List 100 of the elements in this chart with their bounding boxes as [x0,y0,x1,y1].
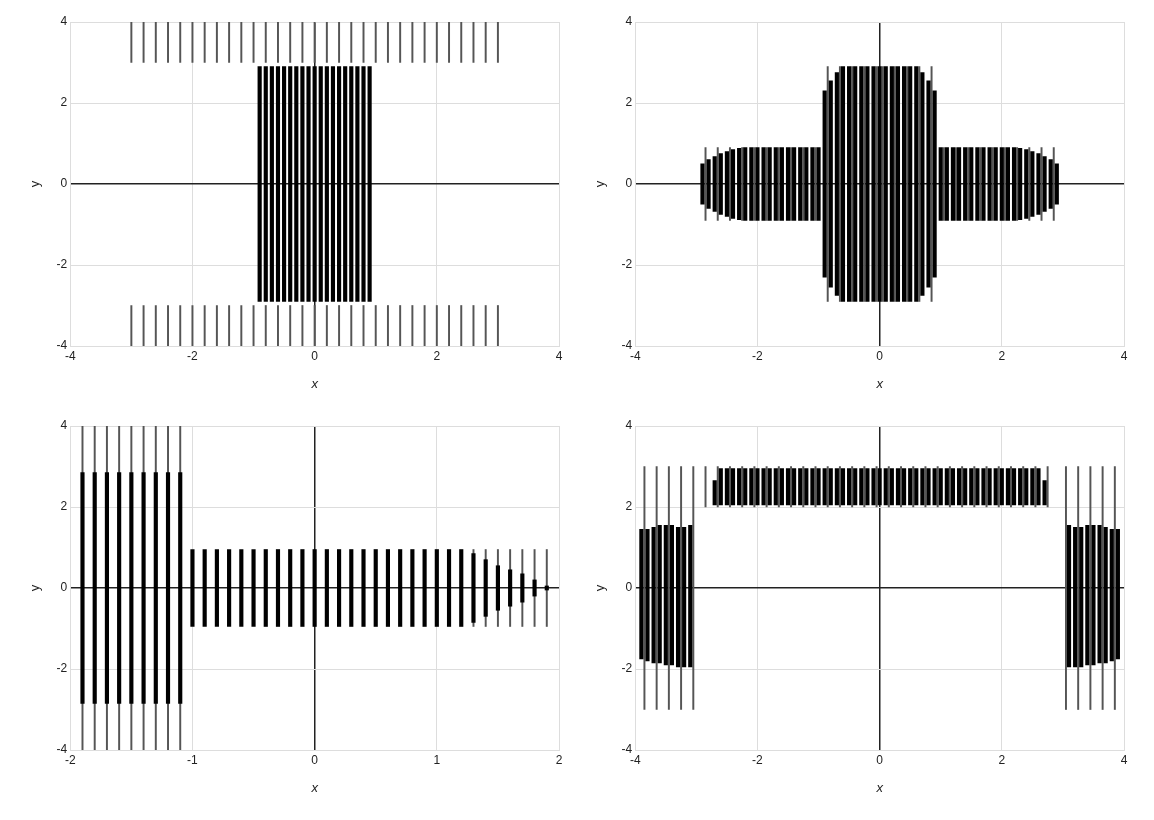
bar [883,66,888,302]
bar [239,549,244,627]
bar [914,468,919,506]
bar [117,472,122,704]
bar [785,468,791,506]
bar [975,468,980,506]
bar [214,549,219,627]
bar [956,468,962,506]
bar [682,526,687,668]
bar [1018,468,1023,506]
y-tick-label: 0 [625,580,633,595]
bar [1036,468,1041,506]
bar [773,468,778,506]
bar [993,147,998,221]
bar [840,66,846,302]
x-tick-label: 4 [1120,348,1128,363]
bar [877,66,882,302]
bar [932,90,937,278]
bar [1018,148,1023,220]
bar [459,549,464,627]
bar [712,156,717,212]
bar [257,66,262,302]
bar [883,468,888,506]
y-tick-label: 0 [625,176,633,191]
x-axis-title: x [310,779,319,795]
bar [853,468,858,506]
y-tick-label: -2 [56,257,68,272]
bar [938,147,943,221]
bar [410,549,415,627]
bar [737,148,742,220]
bar [828,468,833,506]
bar [871,468,876,506]
bar [349,549,354,627]
bar [92,472,97,704]
x-tick-label: 4 [555,348,563,363]
x-tick-label: -2 [752,348,764,363]
bar [1109,528,1114,662]
bar [1085,524,1090,666]
bar [712,480,717,506]
bar [908,468,913,506]
bar [926,80,931,288]
bar [398,549,403,627]
bar [275,549,281,627]
bar [669,524,675,666]
y-tick-label: 4 [60,14,68,29]
x-axis-title: x [875,375,884,391]
bar [532,579,537,597]
bar [355,66,360,302]
bar [718,468,723,506]
bar [1115,528,1120,660]
y-tick-label: 2 [60,499,68,514]
y-axis-title: y [592,180,608,188]
bar [828,80,833,288]
bar [804,147,809,221]
bar [889,66,894,302]
bar [361,549,366,627]
bar [294,66,299,302]
bar [688,524,693,668]
x-tick-label: 0 [876,348,884,363]
bar [779,147,784,221]
bar [950,147,956,221]
bar [804,468,809,506]
bar [834,72,839,296]
bar [993,468,998,506]
x-tick-label: 0 [311,752,319,767]
x-tick-label: 2 [998,348,1006,363]
bar [840,468,846,506]
bar [908,66,913,302]
bar [798,468,803,506]
bar [153,472,158,704]
bar [190,549,195,627]
bar [1042,480,1047,506]
bar [263,549,268,627]
bar [975,147,980,221]
bar [324,66,329,302]
bar [730,149,736,219]
bar [300,549,305,627]
bar [202,549,207,627]
bar [645,528,650,662]
bar [1042,156,1047,212]
bar [737,468,742,506]
bar [275,66,281,302]
bar [999,147,1004,221]
bar [847,66,852,302]
bar [950,468,956,506]
bar [324,549,329,627]
bar [767,468,772,506]
bar [300,66,305,302]
bar [349,66,354,302]
bar [944,468,949,506]
bar [889,468,894,506]
bar [288,549,293,627]
bar [901,66,907,302]
bar [901,468,907,506]
bar [129,472,134,704]
bar [871,66,876,302]
bar [1103,526,1108,664]
x-tick-label: 0 [876,752,884,767]
bar [318,66,323,302]
y-tick-label: -4 [56,742,68,757]
